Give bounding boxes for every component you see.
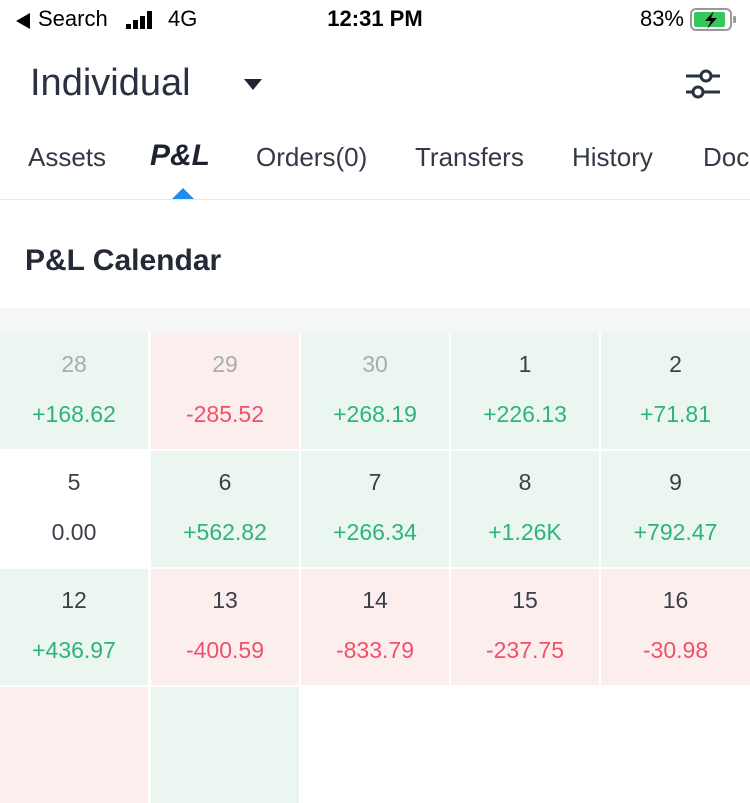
pnl-value: -285.52 (185, 401, 264, 427)
pnl-value: +71.81 (640, 401, 711, 427)
calendar-cell[interactable]: 7 +266.34 (301, 451, 449, 567)
tab[interactable]: History (572, 142, 653, 172)
day-number: 9 (669, 469, 682, 495)
pnl-value: +226.13 (483, 401, 567, 427)
day-number: 15 (512, 587, 538, 613)
account-title[interactable]: Individual (30, 62, 191, 104)
active-tab-indicator (171, 188, 195, 200)
tab[interactable]: Orders(0) (256, 142, 368, 172)
pnl-value: +436.97 (32, 637, 116, 663)
tab[interactable]: Assets (28, 142, 107, 172)
calendar-cell[interactable]: 15 -237.75 (451, 569, 599, 685)
day-number: 30 (362, 351, 388, 377)
tab[interactable]: P&L (150, 139, 210, 172)
calendar-cell[interactable]: 14 -833.79 (301, 569, 449, 685)
calendar-cell-partial[interactable] (0, 687, 148, 803)
section-title: P&L Calendar (25, 244, 222, 277)
calendar-cell[interactable]: 1 +226.13 (451, 333, 599, 449)
calendar-cell[interactable]: 13 -400.59 (151, 569, 299, 685)
pnl-value: +792.47 (633, 519, 718, 545)
calendar-cell[interactable]: 30 +268.19 (301, 333, 449, 449)
carrier[interactable]: Search (38, 6, 108, 31)
back-arrow[interactable] (14, 12, 34, 30)
calendar-cell[interactable]: 6 +562.82 (151, 451, 299, 567)
day-number: 29 (212, 351, 238, 377)
filter-icon[interactable] (684, 68, 722, 100)
day-number: 13 (212, 587, 238, 613)
screen: {"status_bar": {"carrier": "Search", "ne… (0, 6, 750, 803)
day-number: 1 (518, 351, 532, 377)
pnl-value: -237.75 (485, 637, 564, 663)
battery-icon (690, 8, 736, 31)
day-number: 8 (518, 469, 532, 495)
signal-icon (126, 11, 152, 29)
pnl-value: +168.62 (32, 401, 116, 427)
pnl-value: -400.59 (185, 637, 264, 663)
separator-band (0, 308, 750, 333)
calendar-grid: 28 +168.62 29 -285.52 30 +268.19 1 +226.13 2 +71.… (0, 333, 750, 803)
pnl-value: -833.79 (335, 637, 414, 663)
pnl-value: +268.19 (333, 401, 417, 427)
clock: 12:31 PM (327, 6, 423, 31)
day-number: 7 (368, 469, 382, 495)
pnl-value: +266.34 (333, 519, 417, 545)
day-number: 6 (218, 469, 232, 495)
tab[interactable]: Transfers (415, 142, 524, 172)
pnl-value: +1.26K (488, 519, 562, 545)
calendar-cell[interactable]: 28 +168.62 (0, 333, 148, 449)
day-number: 5 (67, 469, 81, 495)
pnl-value: 0.00 (51, 519, 97, 545)
calendar-cell-partial[interactable] (151, 687, 299, 803)
day-number: 16 (662, 587, 689, 613)
day-number: 12 (61, 587, 87, 613)
day-number: 2 (669, 351, 682, 377)
calendar-cell[interactable]: 9 +792.47 (601, 451, 750, 567)
calendar-cell[interactable]: 2 +71.81 (601, 333, 750, 449)
divider (0, 199, 750, 200)
dropdown-caret[interactable] (243, 78, 263, 92)
calendar-cell[interactable]: 16 -30.98 (601, 569, 750, 685)
day-number: 14 (362, 587, 388, 613)
calendar-cell[interactable]: 5 0.00 (0, 451, 148, 567)
calendar-cell[interactable]: 29 -285.52 (151, 333, 299, 449)
calendar-cell[interactable]: 12 +436.97 (0, 569, 148, 685)
day-number: 28 (61, 351, 87, 377)
calendar-cell[interactable]: 8 +1.26K (451, 451, 599, 567)
pnl-value: -30.98 (642, 637, 709, 663)
network: 4G (168, 6, 198, 31)
battery-percent: 83% (639, 6, 684, 31)
tab[interactable]: Doc (703, 142, 750, 172)
pnl-value: +562.82 (183, 519, 267, 545)
